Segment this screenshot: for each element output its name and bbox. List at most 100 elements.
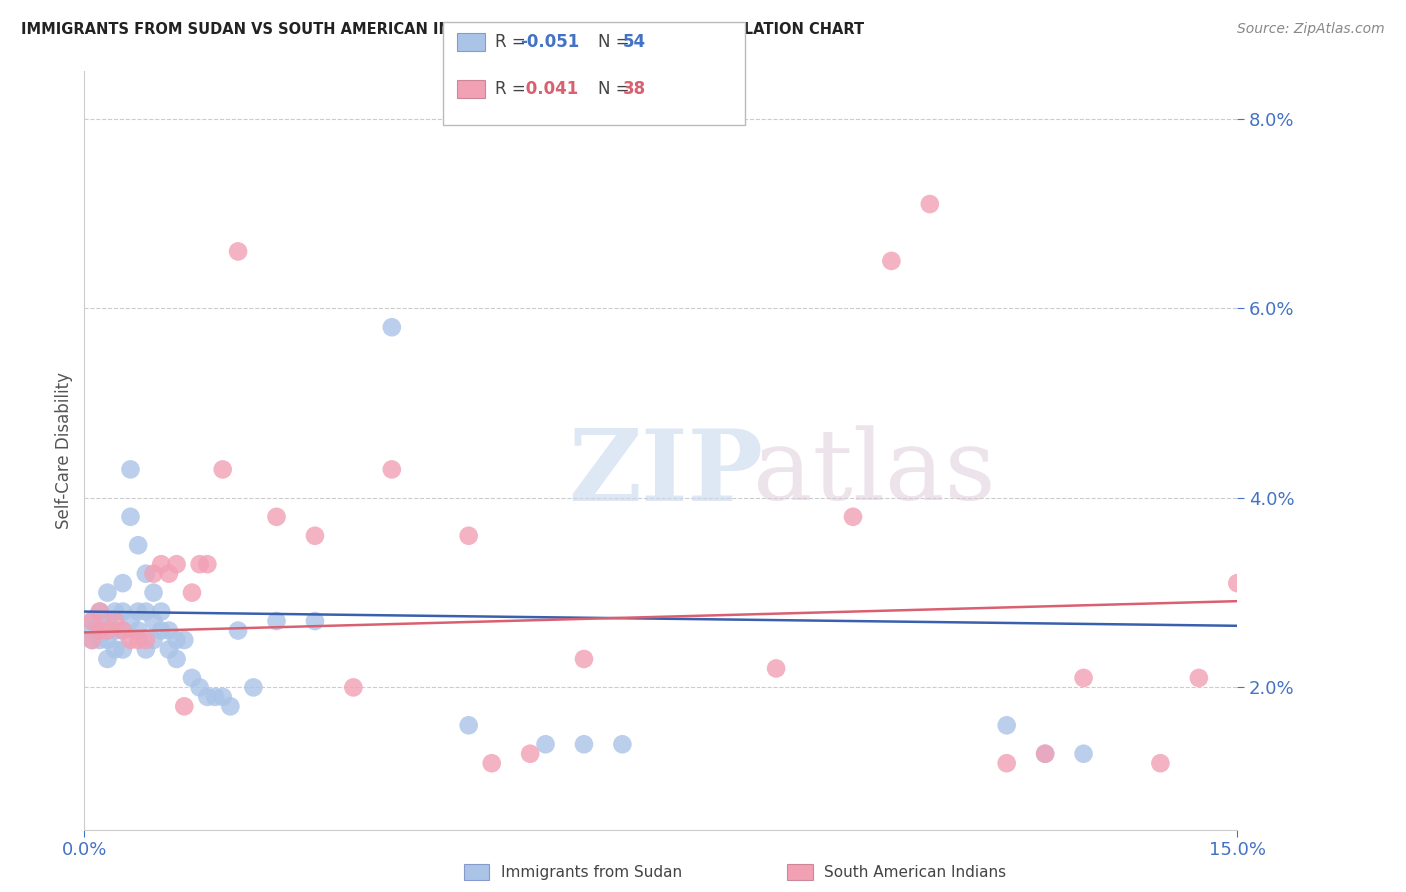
Text: South American Indians: South American Indians [824, 865, 1007, 880]
Text: N =: N = [598, 80, 634, 98]
Point [150, 557, 173, 572]
Point [173, 633, 195, 648]
Point [457, 529, 479, 543]
Point [96, 633, 118, 648]
Point [80, 614, 103, 628]
Point [89, 624, 111, 638]
Text: R =: R = [495, 33, 531, 51]
Point [381, 462, 404, 476]
Point [519, 747, 541, 761]
Point [612, 737, 634, 751]
Point [96, 624, 118, 638]
Point [80, 624, 103, 638]
Text: 0.041: 0.041 [520, 80, 578, 98]
Point [120, 462, 142, 476]
Point [765, 661, 787, 675]
Point [80, 633, 103, 648]
Point [266, 614, 288, 628]
Point [266, 509, 288, 524]
Point [842, 509, 865, 524]
Point [120, 633, 142, 648]
Point [211, 462, 233, 476]
Point [1033, 747, 1056, 761]
Point [157, 642, 180, 657]
Point [204, 690, 226, 704]
Point [1226, 576, 1249, 591]
Point [96, 614, 118, 628]
Point [181, 671, 204, 685]
Point [127, 605, 149, 619]
Point [219, 699, 242, 714]
Point [995, 756, 1018, 771]
Text: R =: R = [495, 80, 531, 98]
Point [104, 605, 127, 619]
Point [142, 585, 165, 599]
Point [89, 614, 111, 628]
Point [1149, 756, 1171, 771]
Text: IMMIGRANTS FROM SUDAN VS SOUTH AMERICAN INDIAN SELF-CARE DISABILITY CORRELATION : IMMIGRANTS FROM SUDAN VS SOUTH AMERICAN … [21, 22, 865, 37]
Point [89, 605, 111, 619]
Point [111, 642, 134, 657]
Point [195, 557, 218, 572]
Text: 54: 54 [623, 33, 645, 51]
Point [173, 699, 195, 714]
Point [89, 605, 111, 619]
Point [142, 566, 165, 581]
Point [880, 254, 903, 268]
Point [242, 681, 264, 695]
Point [120, 509, 142, 524]
Point [142, 614, 165, 628]
Point [1073, 671, 1095, 685]
Text: 38: 38 [623, 80, 645, 98]
Point [211, 690, 233, 704]
Point [481, 756, 503, 771]
Point [127, 624, 149, 638]
Text: N =: N = [598, 33, 634, 51]
Point [181, 585, 204, 599]
Point [918, 197, 941, 211]
Point [104, 614, 127, 628]
Text: ZIP: ZIP [568, 425, 763, 522]
Point [188, 681, 211, 695]
Point [195, 690, 218, 704]
Text: Source: ZipAtlas.com: Source: ZipAtlas.com [1237, 22, 1385, 37]
Point [96, 652, 118, 666]
Y-axis label: Self-Care Disability: Self-Care Disability [55, 372, 73, 529]
Point [166, 557, 188, 572]
Point [304, 614, 326, 628]
Point [150, 605, 173, 619]
Point [111, 624, 134, 638]
Point [995, 718, 1018, 732]
Point [342, 681, 364, 695]
Point [188, 557, 211, 572]
Point [142, 633, 165, 648]
Point [1188, 671, 1211, 685]
Point [572, 737, 595, 751]
Point [166, 652, 188, 666]
Point [457, 718, 479, 732]
Point [135, 642, 157, 657]
Point [111, 624, 134, 638]
Point [111, 605, 134, 619]
Point [80, 633, 103, 648]
Point [127, 633, 149, 648]
Point [226, 244, 249, 259]
Point [381, 320, 404, 334]
Point [534, 737, 557, 751]
Point [157, 624, 180, 638]
Point [1033, 747, 1056, 761]
Point [135, 566, 157, 581]
Point [104, 624, 127, 638]
Point [135, 633, 157, 648]
Point [111, 576, 134, 591]
Point [127, 538, 149, 552]
Point [1073, 747, 1095, 761]
Point [96, 585, 118, 599]
Point [80, 614, 103, 628]
Point [135, 605, 157, 619]
Text: atlas: atlas [754, 425, 995, 521]
Point [120, 614, 142, 628]
Point [150, 624, 173, 638]
Point [572, 652, 595, 666]
Point [104, 642, 127, 657]
